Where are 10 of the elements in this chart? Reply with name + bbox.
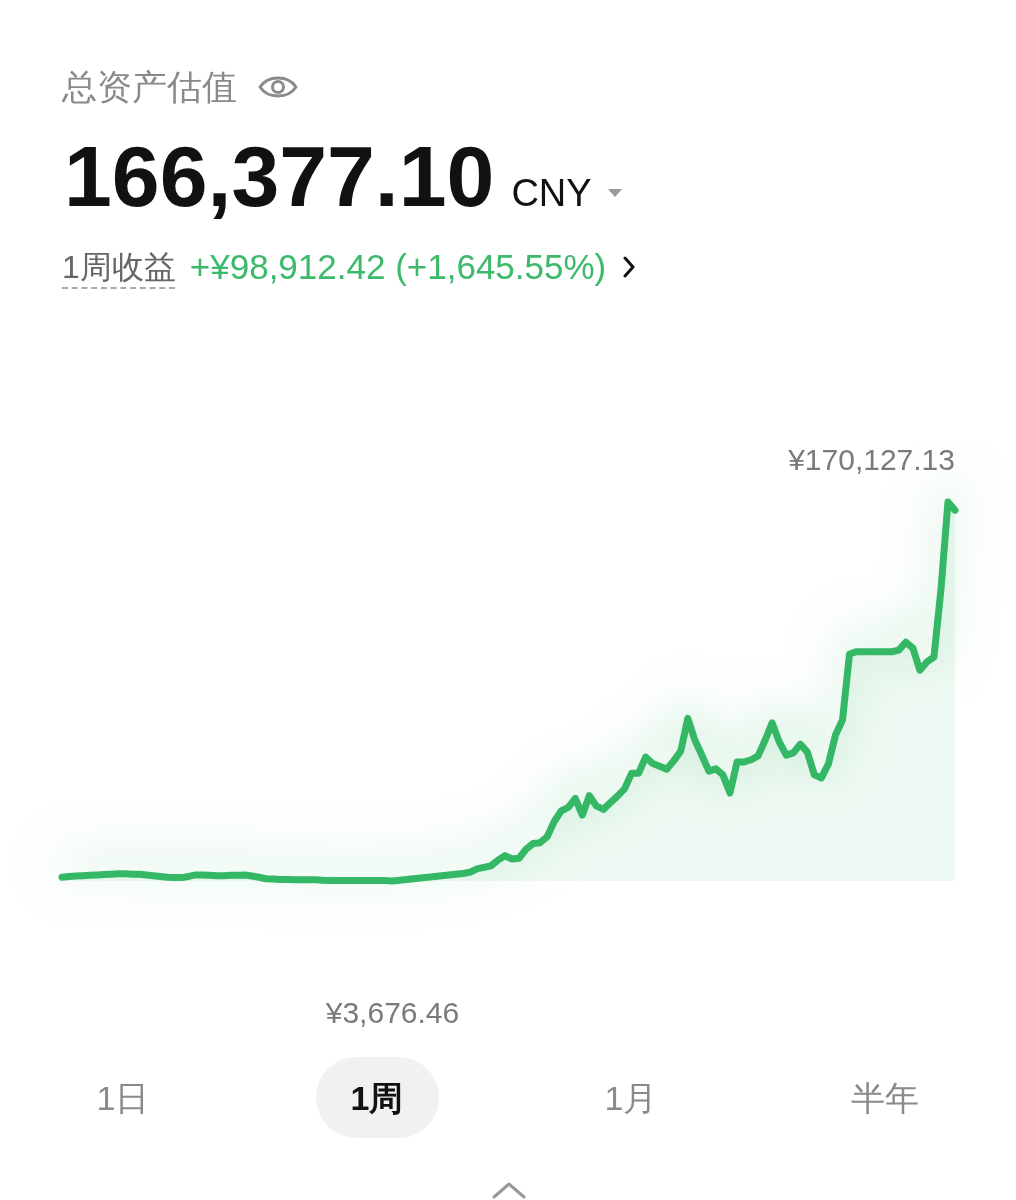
text: 1周收益 — [62, 248, 176, 287]
text: 1周 — [350, 1078, 404, 1118]
text: ¥3,676.46 — [324, 996, 460, 1030]
text: ¥170,127.13 — [787, 443, 956, 477]
chart-subtitle: 166,377.10 CNY — [64, 128, 592, 224]
chart-title: 总资产估值 — [62, 67, 237, 107]
text: 1月 — [604, 1078, 658, 1118]
text: +¥98,912.42 (+1,645.55%) — [189, 247, 607, 287]
text: 半年 — [851, 1078, 919, 1118]
text: 1日 — [96, 1078, 150, 1118]
